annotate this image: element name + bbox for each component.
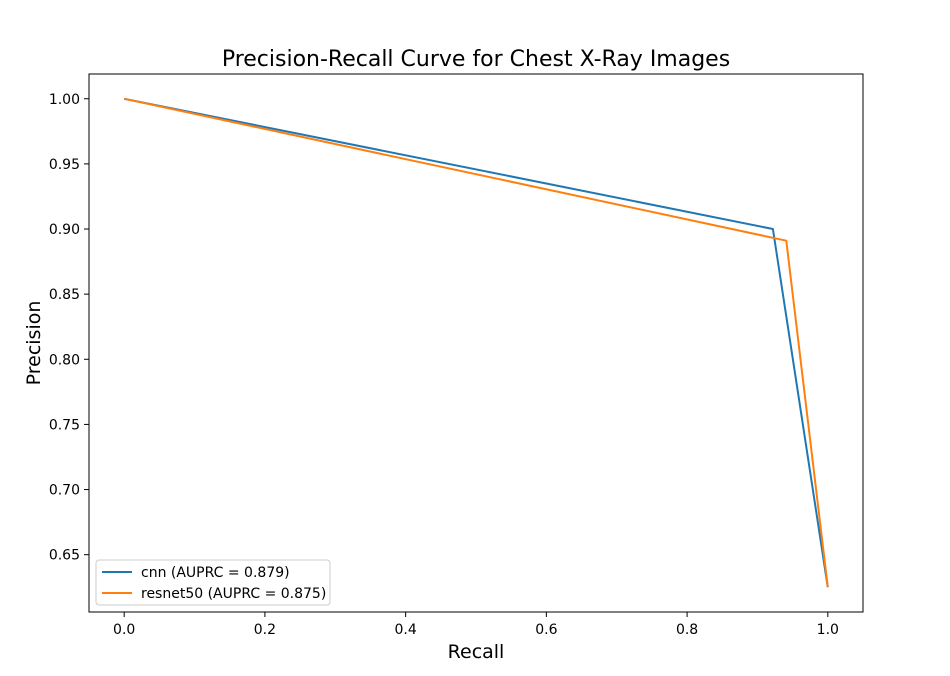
series-line-cnn	[124, 97, 829, 588]
legend: cnn (AUPRC = 0.879) resnet50 (AUPRC = 0.8…	[95, 559, 331, 606]
series-line-resnet50	[123, 97, 829, 588]
x-tick-label: 0.2	[254, 622, 276, 638]
legend-label-cnn: cnn (AUPRC = 0.879)	[141, 565, 290, 581]
y-tick-label: 0.80	[49, 352, 80, 368]
x-tick-label: 0.4	[395, 622, 417, 638]
legend-box	[95, 559, 331, 606]
y-axis-title: Precision	[23, 301, 45, 386]
y-tick-label: 0.95	[49, 157, 80, 173]
x-tick-label: 0.8	[676, 622, 698, 638]
x-axis: 0.0 0.2 0.4 0.6 0.8 1.0	[113, 612, 839, 638]
x-tick-label: 0.6	[535, 622, 557, 638]
y-tick-label: 0.70	[49, 483, 80, 499]
y-tick-label: 0.75	[49, 417, 80, 433]
series-layer	[123, 97, 829, 588]
y-tick-label: 0.90	[49, 222, 80, 238]
chart-title: Precision-Recall Curve for Chest X-Ray I…	[222, 47, 730, 72]
y-axis: 0.65 0.70 0.75 0.80 0.85 0.90 0.95 1.00	[49, 92, 89, 564]
legend-label-resnet50: resnet50 (AUPRC = 0.875)	[141, 586, 326, 602]
y-tick-label: 0.85	[49, 287, 80, 303]
x-axis-title: Recall	[448, 641, 505, 663]
x-tick-label: 0.0	[113, 622, 135, 638]
x-tick-label: 1.0	[817, 622, 839, 638]
plot-area	[88, 73, 864, 613]
y-tick-label: 0.65	[49, 548, 80, 564]
y-tick-label: 1.00	[49, 92, 80, 108]
